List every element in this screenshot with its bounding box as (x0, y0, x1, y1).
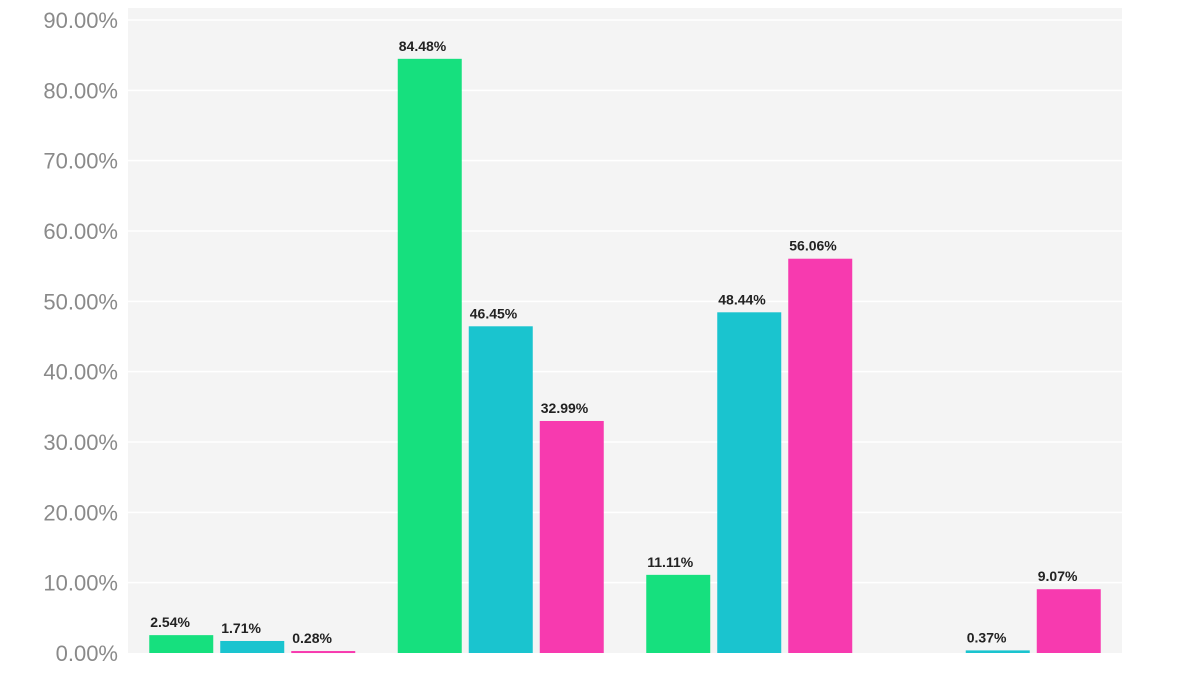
data-label: 0.37% (967, 629, 1007, 645)
y-tick-label: 60.00% (43, 219, 118, 244)
bars (149, 58, 1101, 654)
bar (397, 58, 462, 654)
bar (149, 635, 214, 653)
data-label: 9.07% (1038, 568, 1078, 584)
data-label: 46.45% (470, 305, 518, 321)
bar (646, 574, 711, 653)
gridlines (128, 19, 1122, 584)
bar (717, 312, 782, 653)
y-tick-label: 20.00% (43, 500, 118, 525)
data-label: 48.44% (718, 291, 766, 307)
data-label: 0.28% (292, 630, 332, 646)
y-tick-label: 50.00% (43, 289, 118, 314)
y-tick-label: 30.00% (43, 430, 118, 455)
data-label: 84.48% (399, 38, 447, 54)
bar (291, 651, 356, 654)
y-tick-label: 10.00% (43, 571, 118, 596)
bar (1036, 589, 1101, 653)
y-tick-label: 0.00% (56, 641, 118, 666)
data-label: 1.71% (221, 620, 261, 636)
bar (539, 420, 604, 653)
data-labels: 2.54% 1.71% 0.28% 84.48% 46.45% 32.99% 11.11% 4… (150, 38, 1078, 646)
y-tick-label: 70.00% (43, 149, 118, 174)
data-label: 2.54% (150, 614, 190, 630)
data-label: 11.11% (647, 554, 693, 570)
plot-background (128, 8, 1122, 653)
y-tick-label: 40.00% (43, 360, 118, 385)
data-label: 32.99% (541, 400, 589, 416)
bar (965, 650, 1030, 653)
data-label: 56.06% (789, 238, 837, 254)
bar (788, 258, 853, 653)
bar (468, 326, 533, 653)
y-axis-ticks: 0.00% 10.00% 20.00% 30.00% 40.00% 50.00% 60.00… (43, 8, 118, 666)
y-tick-label: 80.00% (43, 78, 118, 103)
bar (220, 640, 285, 653)
y-tick-label: 90.00% (43, 8, 118, 33)
